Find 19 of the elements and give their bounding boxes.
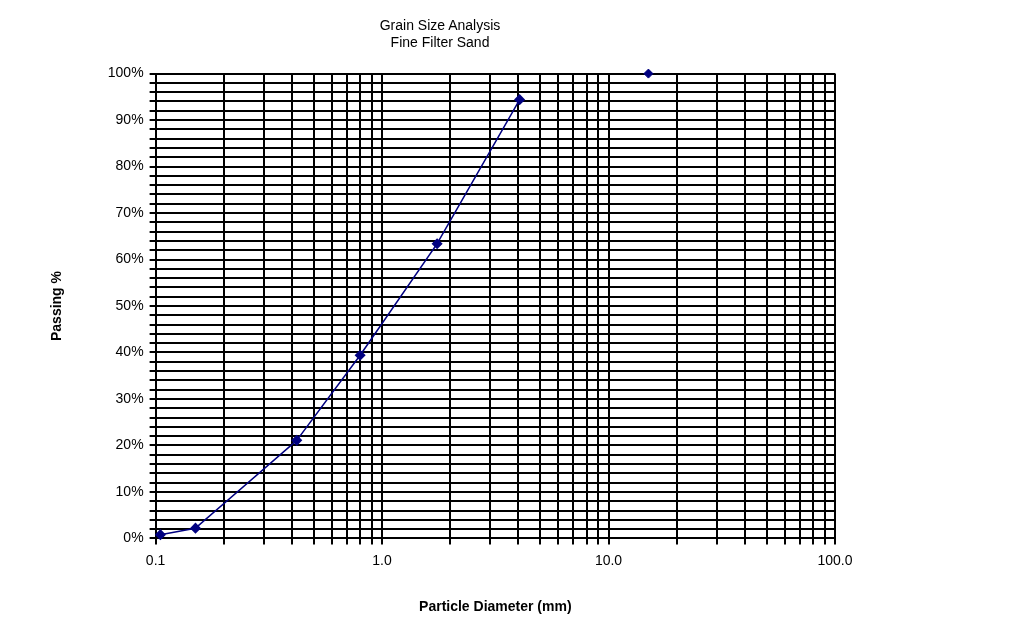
- y-tick-label: 50%: [115, 296, 144, 313]
- y-tick-label: 90%: [115, 110, 144, 127]
- y-tick-label: 0%: [123, 529, 144, 546]
- x-axis-title: Particle Diameter (mm): [419, 598, 572, 615]
- x-tick-label: 0.1: [145, 551, 166, 568]
- y-tick-label: 30%: [115, 389, 144, 406]
- x-tick-label: 1.0: [372, 551, 393, 568]
- y-tick-label: 10%: [115, 482, 144, 499]
- x-tick-label: 100.0: [817, 551, 853, 568]
- y-tick-label: 70%: [115, 203, 144, 220]
- y-tick-label: 100%: [107, 64, 144, 81]
- chart-subtitle: Fine Filter Sand: [390, 34, 490, 51]
- chart-title: Grain Size Analysis: [379, 17, 501, 34]
- y-tick-label: 20%: [115, 436, 144, 453]
- y-tick-label: 80%: [115, 157, 144, 174]
- y-tick-label: 60%: [115, 250, 144, 267]
- y-axis-title: Passing %: [48, 270, 65, 342]
- y-tick-label: 40%: [115, 343, 144, 360]
- x-tick-label: 10.0: [594, 551, 623, 568]
